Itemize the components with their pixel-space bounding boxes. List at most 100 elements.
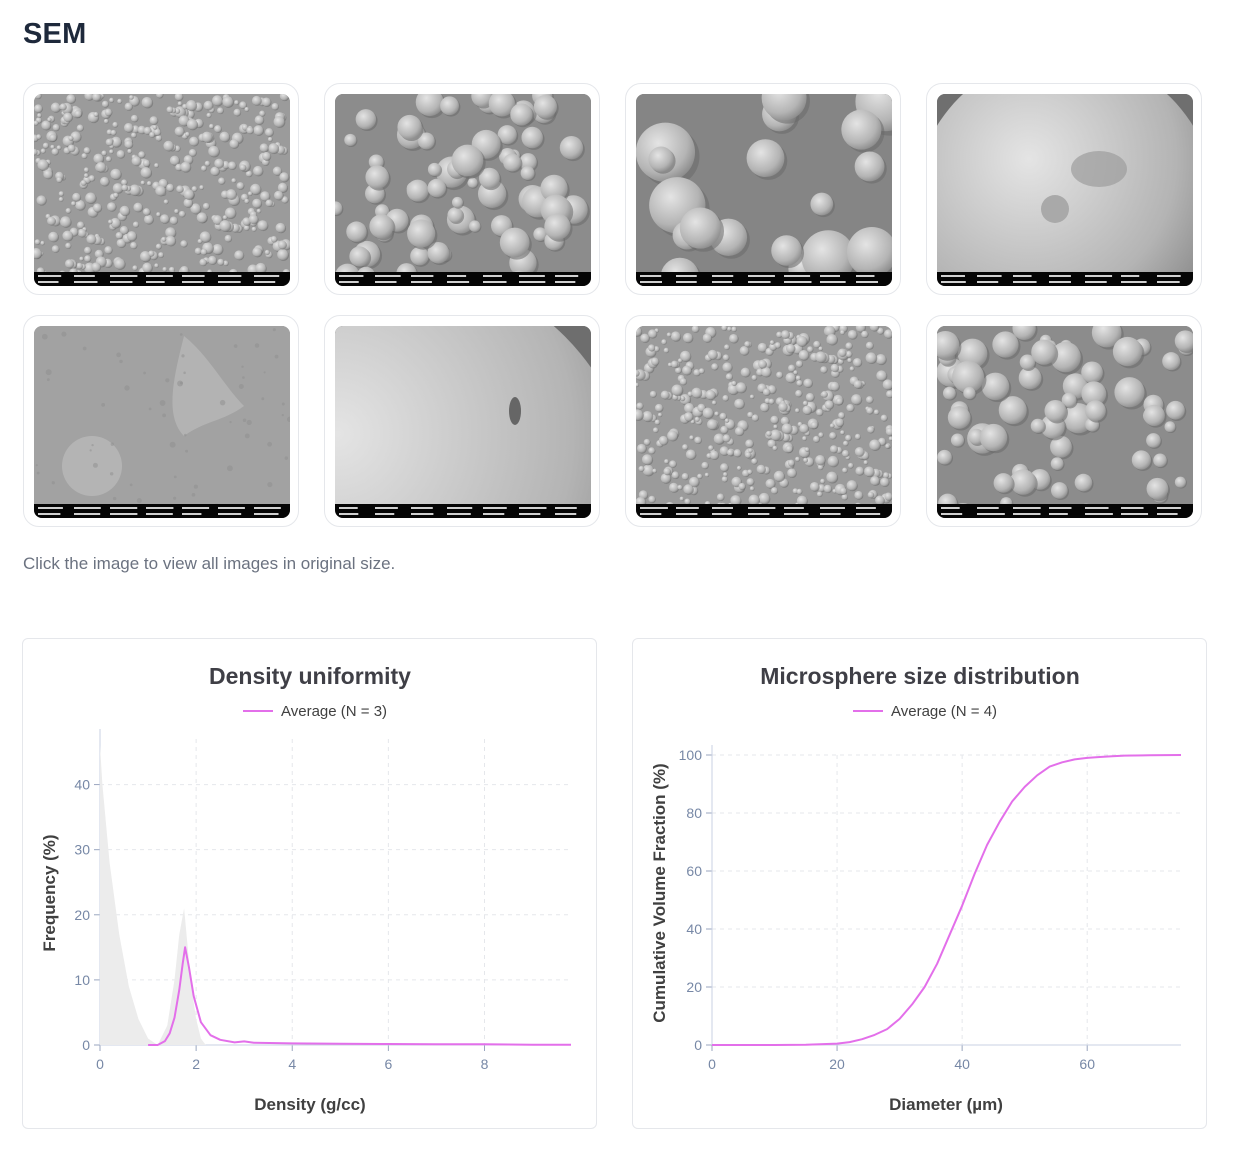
microsphere: [189, 136, 199, 146]
microsphere: [747, 411, 754, 418]
microsphere: [34, 120, 39, 126]
microsphere: [762, 388, 770, 396]
microsphere: [865, 352, 877, 364]
surface-pit: [185, 449, 189, 453]
x-axis-label: Density (g/cc): [254, 1095, 365, 1114]
microsphere: [144, 214, 154, 224]
surface-pit: [263, 371, 266, 374]
microsphere: [279, 172, 289, 182]
microsphere: [802, 405, 812, 415]
microsphere: [845, 350, 852, 358]
surface-pit: [169, 441, 176, 448]
microsphere: [781, 423, 792, 434]
microsphere: [807, 346, 813, 353]
microsphere: [84, 246, 92, 254]
microsphere: [829, 445, 838, 453]
microsphere: [427, 178, 446, 198]
microsphere: [842, 467, 848, 473]
legend-label[interactable]: Average (N = 4): [891, 703, 997, 720]
microsphere: [855, 326, 866, 332]
microsphere: [1131, 450, 1152, 470]
surface-pit: [242, 376, 245, 379]
sem-thumbnail[interactable]: [625, 83, 901, 295]
sem-thumbnail[interactable]: [625, 315, 901, 527]
surface-pit: [143, 371, 146, 375]
sem-thumbnail[interactable]: [324, 83, 600, 295]
microsphere: [1112, 336, 1143, 367]
sem-info-bar: [937, 272, 1193, 286]
microsphere: [162, 267, 167, 272]
microsphere: [183, 155, 193, 165]
sem-info-text: [784, 513, 809, 515]
surface-pit: [219, 399, 226, 406]
microsphere: [796, 380, 803, 387]
microsphere: [727, 383, 739, 395]
surface-pit: [165, 378, 170, 383]
sem-info-text: [218, 507, 245, 509]
microsphere: [751, 458, 758, 465]
microsphere: [68, 135, 74, 141]
microsphere: [415, 94, 444, 117]
sem-info-text: [1085, 513, 1113, 515]
sem-info-text: [712, 281, 732, 283]
microsphere: [746, 139, 785, 178]
surface-pit: [36, 471, 40, 475]
sem-info-text: [375, 513, 395, 515]
microsphere: [222, 215, 228, 220]
microsphere: [251, 95, 262, 106]
microsphere: [223, 260, 229, 266]
legend-label[interactable]: Average (N = 3): [281, 703, 387, 720]
sem-info-text: [146, 507, 174, 509]
microsphere: [824, 400, 834, 410]
microsphere: [369, 214, 394, 239]
microsphere: [186, 119, 198, 130]
y-tick-label: 30: [74, 842, 90, 858]
microsphere: [124, 123, 134, 133]
microsphere: [190, 203, 201, 214]
microsphere: [680, 350, 691, 362]
microsphere: [979, 423, 1008, 452]
microsphere: [744, 341, 751, 347]
microsphere: [275, 222, 286, 233]
microsphere: [417, 132, 435, 150]
microsphere: [34, 104, 43, 113]
sem-info-text: [38, 275, 62, 277]
microsphere: [158, 252, 164, 258]
microsphere: [876, 370, 887, 381]
surface-pit: [233, 344, 238, 348]
microsphere: [92, 94, 101, 101]
microsphere: [679, 207, 721, 249]
microsphere: [667, 430, 678, 441]
sem-thumbnail[interactable]: [926, 315, 1202, 527]
sem-thumbnail[interactable]: [23, 315, 299, 527]
microsphere: [880, 414, 888, 422]
microsphere: [796, 335, 807, 347]
microsphere: [161, 236, 166, 242]
microsphere: [830, 363, 839, 372]
surface-pit: [148, 407, 152, 411]
sem-info-text: [483, 275, 502, 277]
microsphere: [1153, 453, 1167, 468]
microsphere: [194, 247, 202, 255]
microsphere: [694, 436, 702, 444]
sem-thumbnail[interactable]: [926, 83, 1202, 295]
microsphere: [259, 143, 269, 152]
microsphere: [124, 102, 133, 111]
microsphere: [706, 419, 718, 430]
microsphere: [751, 414, 759, 422]
microsphere: [816, 408, 823, 416]
sem-thumbnail[interactable]: [23, 83, 299, 295]
sem-info-text: [447, 513, 471, 515]
x-tick-label: 8: [481, 1056, 489, 1072]
sem-info-text: [1121, 275, 1140, 277]
microsphere: [684, 402, 695, 414]
sem-thumbnail[interactable]: [324, 315, 600, 527]
microsphere: [65, 208, 71, 214]
microsphere: [846, 227, 892, 277]
microsphere: [861, 330, 869, 338]
microsphere: [758, 359, 767, 369]
microsphere: [56, 145, 62, 150]
microsphere: [719, 412, 727, 420]
microsphere: [273, 190, 284, 200]
microsphere: [65, 242, 71, 249]
